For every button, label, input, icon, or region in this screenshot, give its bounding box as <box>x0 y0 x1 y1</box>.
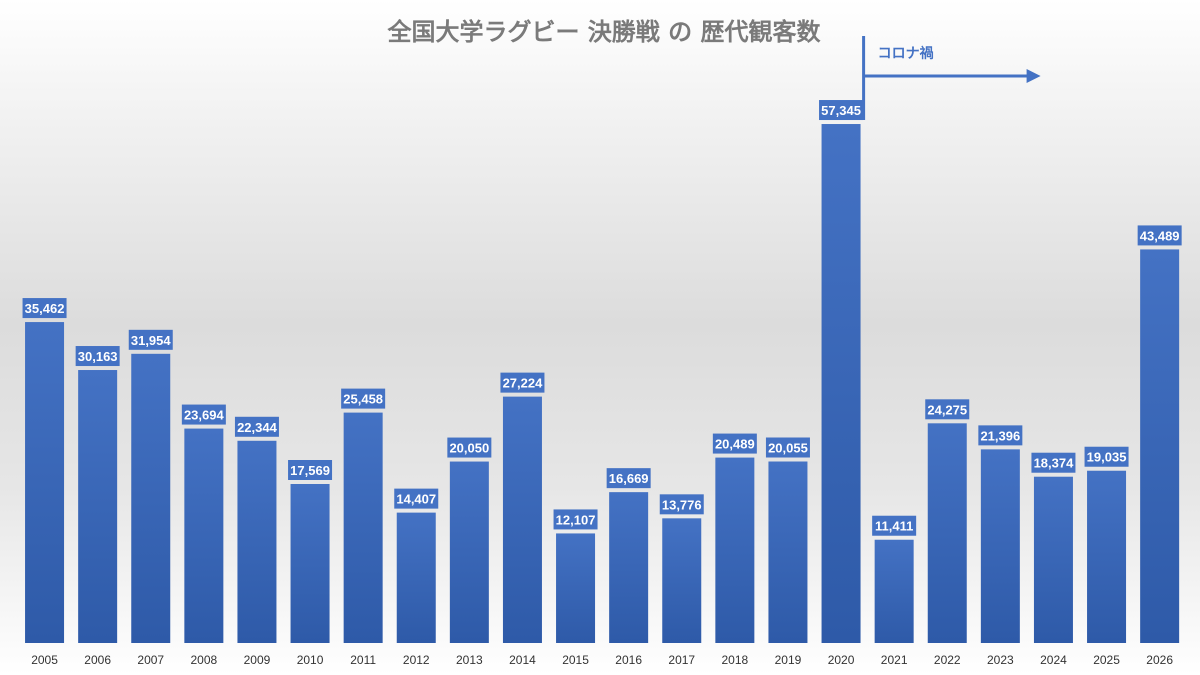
x-tick-label: 2026 <box>1146 653 1173 667</box>
annotation-arrowhead <box>1026 69 1041 83</box>
data-label-2008: 23,694 <box>184 408 225 423</box>
data-label-bg <box>978 425 1023 446</box>
data-label-2010: 17,569 <box>290 463 330 478</box>
data-label-bg <box>1031 452 1076 473</box>
data-label-2016: 16,669 <box>609 471 649 486</box>
x-tick-label: 2005 <box>31 653 58 667</box>
data-label-bg <box>341 388 386 409</box>
data-label-2007: 31,954 <box>131 333 172 348</box>
data-label-bg <box>553 509 598 530</box>
data-label-2009: 22,344 <box>237 420 278 435</box>
data-label-2018: 20,489 <box>715 437 755 452</box>
data-label-2017: 13,776 <box>662 497 702 512</box>
data-label-2025: 19,035 <box>1087 450 1127 465</box>
x-tick-label: 2017 <box>668 653 695 667</box>
data-label-bg <box>288 460 333 481</box>
bar-2015 <box>556 533 596 643</box>
bar-2023 <box>980 449 1020 643</box>
data-label-2022: 24,275 <box>927 402 967 417</box>
bar-2006 <box>78 370 118 643</box>
data-label-2013: 20,050 <box>449 441 489 456</box>
x-tick-label: 2020 <box>828 653 855 667</box>
x-tick-label: 2007 <box>137 653 164 667</box>
x-tick-label: 2006 <box>84 653 111 667</box>
x-tick-label: 2011 <box>350 653 376 667</box>
bar-2009 <box>237 440 277 643</box>
chart-title: 全国大学ラグビー 決勝戦 の 歴代観客数 <box>386 18 821 46</box>
data-label-bg <box>234 416 279 437</box>
bar-2005 <box>25 322 65 643</box>
data-labels-group: 35,462 30,163 31,954 23,694 22,344 17,569 25,4… <box>22 100 1182 536</box>
bar-2013 <box>449 461 489 643</box>
bar-2022 <box>927 423 967 643</box>
data-label-2023: 21,396 <box>980 428 1020 443</box>
data-label-2019: 20,055 <box>768 441 808 456</box>
bar-2014 <box>502 396 542 643</box>
bar-2010 <box>290 484 330 643</box>
bar-2008 <box>184 428 224 643</box>
data-label-bg <box>1084 446 1129 467</box>
data-label-bg <box>872 515 917 536</box>
data-label-2021: 11,411 <box>875 519 913 534</box>
bar-2012 <box>396 512 436 643</box>
data-label-bg <box>659 494 704 515</box>
bar-2020 <box>821 124 861 643</box>
bars-group <box>25 124 1180 643</box>
x-tick-label: 2009 <box>244 653 271 667</box>
x-tick-label: 2021 <box>881 653 908 667</box>
x-tick-label: 2019 <box>775 653 802 667</box>
x-tick-label: 2013 <box>456 653 483 667</box>
data-label-bg <box>128 329 173 350</box>
data-label-bg <box>22 298 67 319</box>
data-label-2011: 25,458 <box>343 392 383 407</box>
x-tick-label: 2024 <box>1040 653 1067 667</box>
data-label-2026: 43,489 <box>1140 228 1180 243</box>
data-label-bg <box>181 404 226 425</box>
bar-2019 <box>768 461 808 643</box>
x-tick-label: 2008 <box>190 653 217 667</box>
data-label-2015: 12,107 <box>556 512 596 527</box>
data-label-2006: 30,163 <box>78 349 118 364</box>
data-label-bg <box>925 399 970 420</box>
bar-2026 <box>1140 249 1180 643</box>
data-label-bg <box>712 433 757 454</box>
bar-2007 <box>131 353 171 643</box>
x-tick-label: 2015 <box>562 653 589 667</box>
x-axis-ticks: 2005 2006 2007 2008 2009 2010 2011 2012 2013 2014… <box>31 653 1173 667</box>
data-label-2014: 27,224 <box>503 376 544 391</box>
data-label-bg <box>1137 225 1182 246</box>
data-label-bg <box>606 468 651 489</box>
data-label-2024: 18,374 <box>1034 456 1075 471</box>
x-tick-label: 2012 <box>403 653 430 667</box>
annotation-label: コロナ禍 <box>878 45 934 62</box>
data-label-bg <box>75 346 120 367</box>
bar-2021 <box>874 539 914 643</box>
bar-2025 <box>1087 470 1127 643</box>
data-label-2012: 14,407 <box>396 492 436 507</box>
data-label-bg <box>447 437 492 458</box>
data-label-bg <box>819 100 864 121</box>
bar-2017 <box>662 518 702 643</box>
data-label-bg <box>500 372 545 393</box>
x-tick-label: 2023 <box>987 653 1014 667</box>
bar-2016 <box>609 492 649 643</box>
bar-2024 <box>1033 476 1073 643</box>
x-tick-label: 2014 <box>509 653 536 667</box>
x-tick-label: 2018 <box>721 653 748 667</box>
data-label-bg <box>765 437 810 458</box>
bar-2011 <box>343 412 383 643</box>
data-label-bg <box>394 488 439 509</box>
x-tick-label: 2010 <box>297 653 324 667</box>
x-tick-label: 2016 <box>615 653 642 667</box>
annotation-group: コロナ禍 <box>862 36 1041 120</box>
x-tick-label: 2022 <box>934 653 961 667</box>
data-label-2020: 57,345 <box>821 103 861 118</box>
bar-2018 <box>715 457 755 643</box>
x-tick-label: 2025 <box>1093 653 1120 667</box>
data-label-2005: 35,462 <box>25 301 65 316</box>
